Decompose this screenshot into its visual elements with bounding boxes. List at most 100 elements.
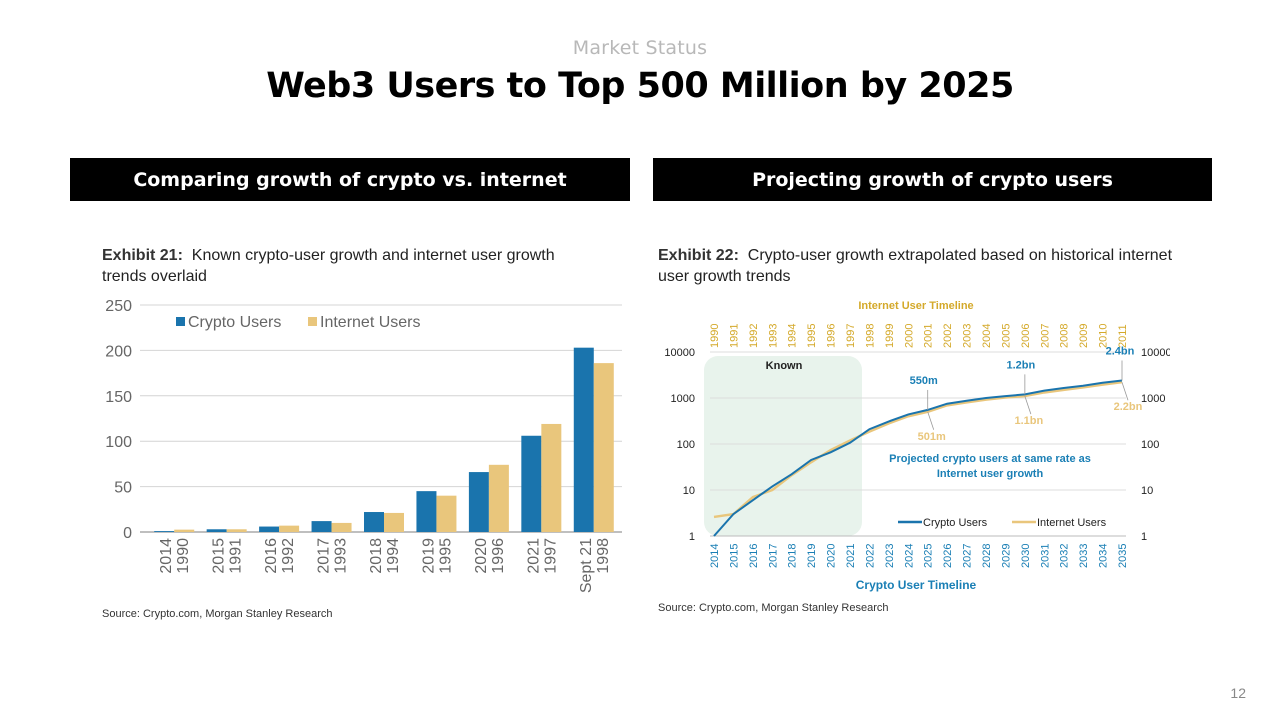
annotation-label: 2.4bn	[1106, 346, 1135, 358]
x-top-tick-label: 2004	[981, 324, 993, 348]
x-tick-label-group: 2017 1993	[316, 538, 350, 574]
x-bottom-tick-label: 2035	[1117, 544, 1129, 568]
y-tick-label-left: 10000	[664, 347, 695, 359]
y-tick-label: 50	[114, 480, 132, 497]
legend-label-crypto: Crypto Users	[923, 517, 988, 529]
y-tick-label-left: 100	[677, 439, 695, 451]
x-tick-label: 1992	[280, 538, 297, 574]
x-top-tick-label: 2009	[1078, 324, 1090, 348]
bar-internet	[331, 522, 352, 532]
legend-swatch-crypto	[176, 317, 185, 326]
x-tick-label-group: 2018 1994	[368, 538, 402, 574]
exhibit-22-text: Crypto-user growth extrapolated based on…	[658, 247, 1173, 285]
x-tick-label-group: 2015 1991	[211, 538, 245, 574]
x-top-tick-label: 2007	[1039, 324, 1051, 348]
x-tick-label: 1997	[542, 538, 559, 574]
x-bottom-tick-label: 2022	[864, 544, 876, 568]
x-top-tick-label: 2002	[942, 324, 954, 348]
exhibit-21-source: Source: Crypto.com, Morgan Stanley Resea…	[102, 608, 333, 620]
y-tick-label-right: 1000	[1141, 393, 1165, 405]
annotation-label: 550m	[910, 375, 938, 387]
x-top-tick-label: 2010	[1098, 324, 1110, 348]
x-tick-label-group: 2020 1996	[473, 538, 507, 574]
bar-crypto	[573, 347, 594, 532]
y-tick-label-right: 1	[1141, 531, 1147, 543]
x-bottom-tick-label: 2015	[728, 544, 740, 568]
x-bottom-axis-title: Crypto User Timeline	[856, 578, 977, 592]
legend-label-crypto: Crypto Users	[188, 314, 281, 331]
y-tick-label: 200	[105, 343, 132, 360]
exhibit-22-caption: Exhibit 22: Crypto-user growth extrapola…	[658, 245, 1178, 287]
bar-crypto	[154, 531, 175, 532]
line-crypto-users	[713, 379, 1123, 537]
bar-internet	[488, 464, 509, 532]
bar-internet	[384, 512, 404, 532]
x-top-tick-label: 1994	[787, 324, 799, 348]
exhibit-21-text: Known crypto-user growth and internet us…	[102, 247, 555, 285]
x-top-tick-label: 1998	[864, 324, 876, 348]
y-tick-label: 150	[105, 389, 132, 406]
x-bottom-tick-label: 2033	[1078, 544, 1090, 568]
y-tick-label-right: 10	[1141, 485, 1153, 497]
projection-note-line2: Internet user growth	[937, 468, 1044, 480]
x-tick-label-group: 2021 1997	[525, 538, 559, 574]
x-tick-label-group: Sept 21 1998	[578, 538, 612, 593]
y-tick-label-left: 1000	[671, 393, 695, 405]
x-tick-label: 2018	[368, 538, 385, 574]
left-section-header: Comparing growth of crypto vs. internet	[70, 158, 630, 201]
annotation-leader	[1024, 395, 1032, 415]
x-top-tick-label: 1992	[748, 324, 760, 348]
y-tick-label-left: 10	[683, 485, 695, 497]
x-tick-label: 1991	[228, 538, 245, 574]
right-section-header: Projecting growth of crypto users	[653, 158, 1212, 201]
bar-crypto	[468, 472, 489, 532]
y-tick-label: 100	[105, 434, 132, 451]
legend-swatch-internet	[308, 317, 317, 326]
bar-crypto	[364, 512, 384, 532]
x-tick-label: 2017	[316, 538, 333, 574]
x-tick-label: 2019	[420, 538, 437, 574]
x-top-tick-label: 2003	[962, 324, 974, 348]
x-top-tick-label: 2001	[923, 324, 935, 348]
annotation-label: 1.1bn	[1014, 415, 1043, 427]
known-region	[704, 356, 862, 536]
x-tick-label: 2021	[525, 538, 542, 574]
x-tick-label: 1995	[437, 538, 454, 574]
x-bottom-tick-label: 2020	[826, 544, 838, 568]
x-bottom-tick-label: 2016	[748, 544, 760, 568]
x-top-tick-label: 1991	[728, 324, 740, 348]
x-bottom-tick-label: 2014	[709, 544, 721, 568]
x-top-tick-label: 2005	[1000, 324, 1012, 348]
x-top-tick-label: 1993	[767, 324, 779, 348]
x-tick-label: 1996	[490, 538, 507, 574]
x-bottom-tick-label: 2021	[845, 544, 857, 568]
bar-crypto	[206, 529, 227, 532]
x-tick-label: 2016	[263, 538, 280, 574]
bar-internet	[226, 529, 247, 532]
x-top-tick-label: 2011	[1117, 324, 1129, 348]
x-tick-label: 1994	[385, 538, 402, 574]
exhibit-21-label: Exhibit 21:	[102, 247, 183, 264]
exhibit-22-label: Exhibit 22:	[658, 247, 739, 264]
x-bottom-tick-label: 2032	[1059, 544, 1071, 568]
bar-internet	[593, 363, 614, 532]
x-bottom-tick-label: 2030	[1020, 544, 1032, 568]
annotation-leader	[927, 411, 935, 430]
y-tick-label-right: 100	[1141, 439, 1159, 451]
section-kicker: Market Status	[572, 37, 708, 59]
x-bottom-tick-label: 2028	[981, 544, 993, 568]
bar-internet	[436, 495, 457, 532]
exhibit-22-source: Source: Crypto.com, Morgan Stanley Resea…	[658, 602, 889, 614]
annotation-label: 1.2bn	[1006, 359, 1035, 371]
y-tick-label: 0	[123, 525, 132, 542]
x-bottom-tick-label: 2034	[1098, 544, 1110, 568]
page-number: 12	[1230, 685, 1246, 701]
x-tick-label: 2020	[473, 538, 490, 574]
bar-internet	[174, 529, 195, 532]
x-tick-label: 1993	[333, 538, 350, 574]
annotation-label: 2.2bn	[1114, 401, 1143, 413]
page-title: Web3 Users to Top 500 Million by 2025	[266, 66, 1014, 106]
annotation-leader	[1121, 382, 1129, 401]
x-bottom-tick-label: 2017	[767, 544, 779, 568]
x-top-tick-label: 1996	[826, 324, 838, 348]
